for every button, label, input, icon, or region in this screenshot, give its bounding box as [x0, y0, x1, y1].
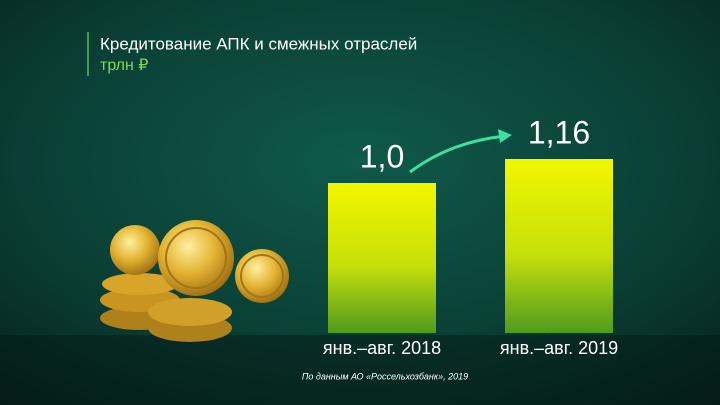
value-label: 1,0	[360, 138, 404, 174]
floor	[0, 335, 720, 405]
x-tick-label: янв.–авг. 2018	[323, 338, 441, 358]
arrow-head	[498, 129, 512, 143]
chart-title: Кредитование АПК и смежных отраслей	[100, 34, 417, 53]
bar	[328, 183, 436, 333]
coins	[100, 220, 289, 342]
bar	[505, 159, 613, 333]
growth-arrow	[409, 134, 506, 174]
chart-subtitle: трлн ₽	[100, 57, 148, 74]
x-tick-label: янв.–авг. 2019	[500, 338, 618, 358]
source: По данным АО «Россельхозбанк», 2019	[302, 371, 468, 381]
value-label: 1,16	[528, 114, 590, 150]
